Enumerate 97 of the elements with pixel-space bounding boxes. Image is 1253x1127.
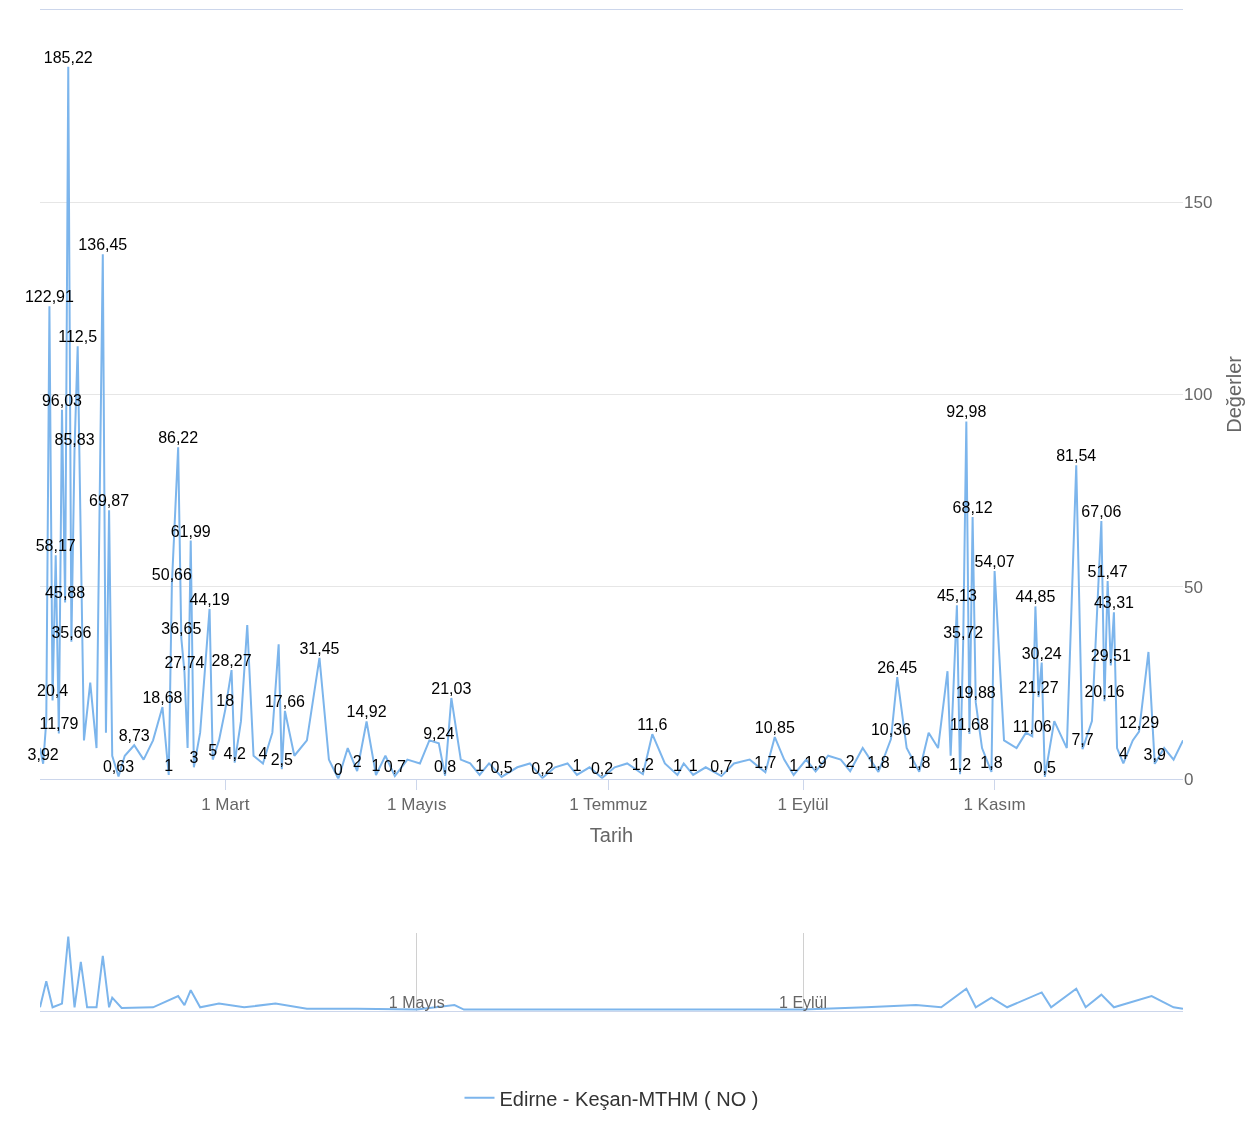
data-label: 20,4 [36,682,69,700]
data-label: 3,92 [27,745,59,763]
data-label: 1 [164,756,174,774]
data-label: 35,72 [943,623,984,641]
data-label: 36,65 [161,619,202,637]
data-label: 11,06 [1012,718,1052,736]
data-label: 4 [1118,745,1128,763]
data-label: 69,87 [89,492,130,510]
data-label: 92,98 [946,403,987,421]
data-label: 1,8 [908,753,931,771]
data-label: 4 [258,745,268,763]
data-label: 17,66 [264,692,306,710]
data-label: 81,54 [1056,447,1097,465]
data-label: 0 [333,760,343,778]
data-label: 0,2 [531,760,554,778]
data-label: 1,8 [980,753,1003,771]
data-label: 3,9 [1143,745,1166,763]
data-label: 9,24 [423,725,455,743]
data-label: 8,73 [118,727,150,745]
data-label: 96,03 [41,391,83,409]
x-tick-label: 1 Eylül [777,795,829,815]
data-label: 1,7 [754,754,777,772]
y-tick-label: 0 [1184,769,1194,789]
data-label: 67,06 [1081,503,1122,521]
x-tick-label: 1 Mayıs [388,994,445,1012]
data-label: 1 [688,756,698,774]
x-tick-label: 1 Temmuz [569,795,648,815]
x-tick-label: 1 Eylül [779,994,828,1012]
data-label: 0,7 [383,758,407,776]
y-tick-label: 100 [1184,385,1213,405]
data-label: 43,31 [1093,594,1135,612]
data-label: 18 [216,691,235,709]
data-label: 10,36 [870,720,912,738]
data-label: 2,5 [270,751,294,769]
x-tick-label: 1 Kasım [963,795,1026,815]
data-label: 68,12 [952,498,993,516]
data-label: 0,5 [490,758,513,776]
legend-label: Edirne - Keşan-MTHM ( NO ) [499,1087,759,1110]
data-label: 45,88 [45,584,86,602]
data-label: 0,63 [102,758,135,776]
data-label: 44,19 [189,590,230,608]
data-label: 27,74 [164,654,205,672]
y-tick-label: 50 [1184,577,1203,597]
data-label: 54,07 [974,552,1015,570]
data-label: 122,91 [24,288,74,306]
data-label: 29,51 [1090,647,1131,665]
data-label: 14,92 [346,703,387,721]
data-label: 11,79 [39,715,79,733]
data-label: 1,2 [631,756,655,774]
x-tick-label: 1 Mart [201,795,250,815]
x-tick-label: 1 Mayıs [387,795,447,815]
data-label: 19,88 [955,684,996,702]
data-label: 86,22 [158,429,199,447]
data-label: 1 [672,756,682,774]
data-label: 0,2 [590,760,614,778]
data-label: 51,47 [1087,562,1128,580]
data-label: 31,45 [299,639,340,657]
data-label: 0,5 [1033,758,1057,776]
data-label: 50,66 [151,566,192,584]
data-label: 44,85 [1015,588,1056,606]
data-label: 26,45 [877,659,918,677]
data-label: 185,22 [43,48,93,66]
data-label: 1,8 [867,753,890,771]
data-label: 61,99 [170,522,211,540]
data-label: 20,16 [1084,683,1125,701]
data-label: 136,45 [78,236,128,254]
data-label: 30,24 [1021,644,1062,662]
data-label: 21,03 [431,679,472,697]
data-label: 35,66 [51,623,92,641]
data-label: 12,29 [1119,713,1160,731]
data-label: 58,17 [35,537,76,555]
data-label: 3 [189,749,199,767]
data-label: 0,7 [710,758,733,776]
data-label: 1 [789,756,799,774]
data-label: 1 [371,756,381,774]
data-label: 11,6 [637,716,668,734]
data-label: 0,8 [433,757,457,775]
data-label: 18,68 [142,689,183,706]
data-label: 1 [572,756,582,774]
data-label: 4,2 [223,744,246,762]
y-tick-label: 150 [1184,193,1213,213]
data-label: 10,85 [754,719,795,737]
x-axis-title: Tarih [589,823,634,846]
data-label: 7,7 [1071,731,1094,749]
data-label: 5 [208,741,218,759]
data-label: 112,5 [58,328,98,346]
data-label: 28,27 [211,652,252,670]
y-axis-title: Değerler [1222,355,1245,433]
data-label: 11,68 [950,715,989,733]
data-label: 1,9 [804,753,827,771]
data-label: 1 [475,756,485,774]
data-label: 21,27 [1018,679,1059,697]
data-label: 1,2 [948,756,972,774]
data-label: 85,83 [54,430,95,448]
data-label: 2 [352,753,362,771]
data-label: 45,13 [936,587,978,605]
data-label: 2 [845,753,855,771]
